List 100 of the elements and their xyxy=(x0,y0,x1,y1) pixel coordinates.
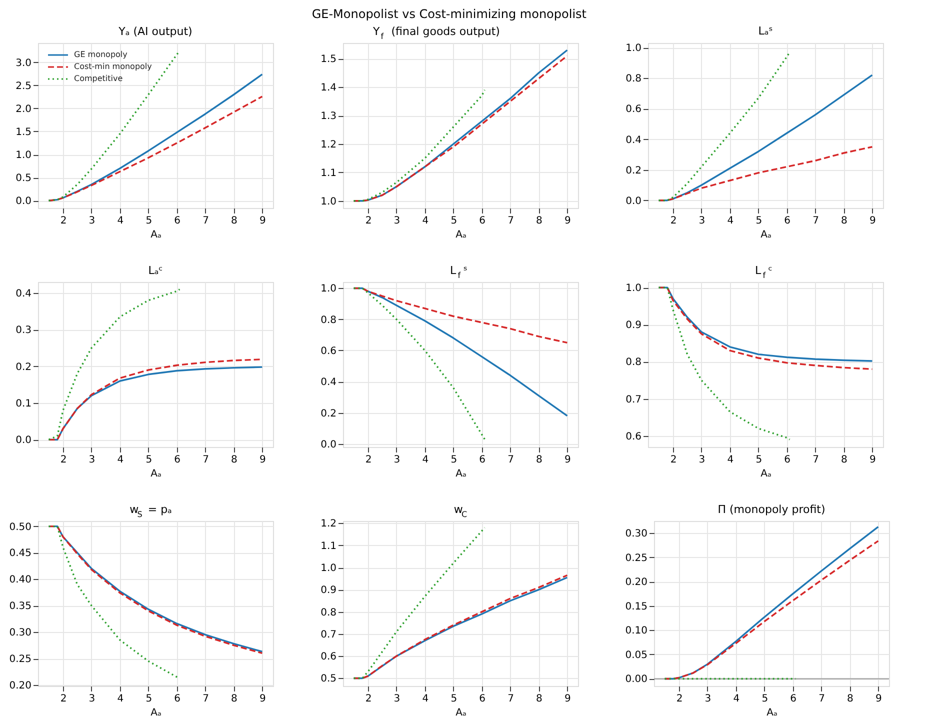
x-axis-title: Aₐ xyxy=(760,230,772,240)
y-tick-label: 1.2 xyxy=(320,139,336,150)
y-tick-label: 1.3 xyxy=(320,111,336,122)
y-tick-label: 0.6 xyxy=(626,431,642,442)
x-tick-label: 5 xyxy=(146,694,152,704)
x-tick-label: 4 xyxy=(117,694,124,704)
x-tick-label: 4 xyxy=(422,216,429,226)
x-tick-label: 8 xyxy=(536,454,542,466)
x-tick-label: 2 xyxy=(670,454,677,466)
y-tick-label: 0.5 xyxy=(320,674,336,685)
y-tick-label: 0.10 xyxy=(625,626,648,637)
x-tick-label: 3 xyxy=(88,216,96,226)
x-tick-label: 8 xyxy=(231,454,238,466)
y-tick-label: 0.0 xyxy=(626,196,642,207)
y-tick-label: 0.9 xyxy=(626,320,642,332)
x-axis-title: Aₐ xyxy=(456,468,466,480)
legend-label: GE monopoly xyxy=(74,50,128,59)
x-tick-label: 2 xyxy=(60,216,67,226)
y-tick-label: 0.8 xyxy=(320,314,336,326)
x-tick-label: 4 xyxy=(117,216,124,226)
x-tick-label: 8 xyxy=(841,454,848,466)
x-axis-title: Aₐ xyxy=(456,230,466,240)
x-tick-label: 3 xyxy=(88,454,96,466)
x-axis-title: Aₐ xyxy=(760,468,772,480)
y-tick-label: 0.25 xyxy=(9,654,32,665)
x-tick-label: 5 xyxy=(450,694,458,704)
y-tick-label: 1.5 xyxy=(16,126,32,138)
x-tick-label: 2 xyxy=(60,454,67,466)
x-axis-title: Aₐ xyxy=(456,708,466,718)
line-series xyxy=(352,89,486,202)
x-tick-label: 5 xyxy=(756,216,762,226)
x-tick-label: 8 xyxy=(231,216,238,226)
x-tick-label: 6 xyxy=(479,216,486,226)
y-tick-label: 0.2 xyxy=(16,362,32,373)
x-axis-title: Aₐ xyxy=(766,708,778,718)
x-tick-label: 5 xyxy=(762,694,768,704)
chart-title: Lₐᶜ xyxy=(148,264,163,277)
y-tick-label: 0.50 xyxy=(9,522,32,533)
y-tick-label: 0.15 xyxy=(625,601,648,612)
x-tick-label: 4 xyxy=(117,454,124,466)
x-tick-label: 4 xyxy=(422,454,429,466)
x-tick-label: 4 xyxy=(422,694,429,704)
legend-label: Competitive xyxy=(74,74,123,83)
x-tick-label: 2 xyxy=(60,694,67,704)
y-tick-label: 1.0 xyxy=(16,150,32,162)
y-tick-label: 0.6 xyxy=(626,104,642,116)
y-tick-label: 0.6 xyxy=(320,346,336,357)
y-tick-label: 0.4 xyxy=(320,377,336,388)
x-tick-label: 5 xyxy=(146,454,152,466)
y-tick-label: 1.0 xyxy=(626,283,642,294)
line-series xyxy=(352,287,568,344)
y-tick-label: 0.30 xyxy=(9,628,32,639)
x-tick-label: 9 xyxy=(870,216,876,226)
chart-title: Π (monopoly profit) xyxy=(718,503,826,516)
x-tick-label: 3 xyxy=(704,694,712,704)
line-series xyxy=(658,286,791,440)
x-tick-label: 6 xyxy=(174,454,181,466)
x-tick-label: 9 xyxy=(564,216,571,226)
x-tick-label: 7 xyxy=(202,216,209,226)
y-tick-label: 0.35 xyxy=(9,601,32,612)
y-tick-label: 0.05 xyxy=(625,650,648,661)
line-series xyxy=(352,526,486,680)
line-series xyxy=(658,146,874,202)
x-tick-label: 8 xyxy=(536,694,542,704)
y-tick-label: 1.1 xyxy=(320,168,336,179)
x-tick-label: 2 xyxy=(365,216,372,226)
y-tick-label: 0.8 xyxy=(320,607,336,618)
x-tick-label: 7 xyxy=(202,694,209,704)
x-tick-label: 7 xyxy=(202,454,209,466)
y-tick-label: 0.9 xyxy=(320,585,336,596)
y-tick-label: 1.1 xyxy=(320,540,336,552)
x-tick-label: 7 xyxy=(508,694,514,704)
y-tick-label: 0.2 xyxy=(320,408,336,420)
x-tick-label: 2 xyxy=(670,216,677,226)
x-tick-label: 9 xyxy=(260,694,266,704)
y-tick-label: 0.00 xyxy=(625,674,648,686)
x-tick-label: 6 xyxy=(174,216,181,226)
y-tick-label: 2.0 xyxy=(16,104,32,115)
x-tick-label: 5 xyxy=(756,454,762,466)
chart-title: Yₐ (AI output) xyxy=(118,25,192,38)
x-tick-label: 4 xyxy=(733,694,740,704)
line-series xyxy=(48,50,181,202)
x-tick-label: 7 xyxy=(508,454,514,466)
y-tick-label: 0.45 xyxy=(9,548,32,560)
line-series xyxy=(48,288,181,441)
x-tick-label: 6 xyxy=(479,694,486,704)
x-tick-label: 3 xyxy=(698,454,706,466)
y-tick-label: 0.4 xyxy=(626,134,642,146)
x-tick-label: 6 xyxy=(784,454,791,466)
y-tick-label: 0.5 xyxy=(16,173,32,184)
y-tick-label: 0.7 xyxy=(320,629,336,640)
x-tick-label: 8 xyxy=(536,216,542,226)
y-tick-label: 0.25 xyxy=(625,552,648,564)
y-tick-label: 3.0 xyxy=(16,58,32,69)
x-tick-label: 6 xyxy=(784,216,791,226)
x-tick-label: 4 xyxy=(727,216,734,226)
x-tick-label: 3 xyxy=(698,216,706,226)
chart-title: Lₐˢ xyxy=(758,24,773,38)
x-axis-title: Aₐ xyxy=(150,708,162,718)
y-tick-label: 1.5 xyxy=(320,54,336,66)
